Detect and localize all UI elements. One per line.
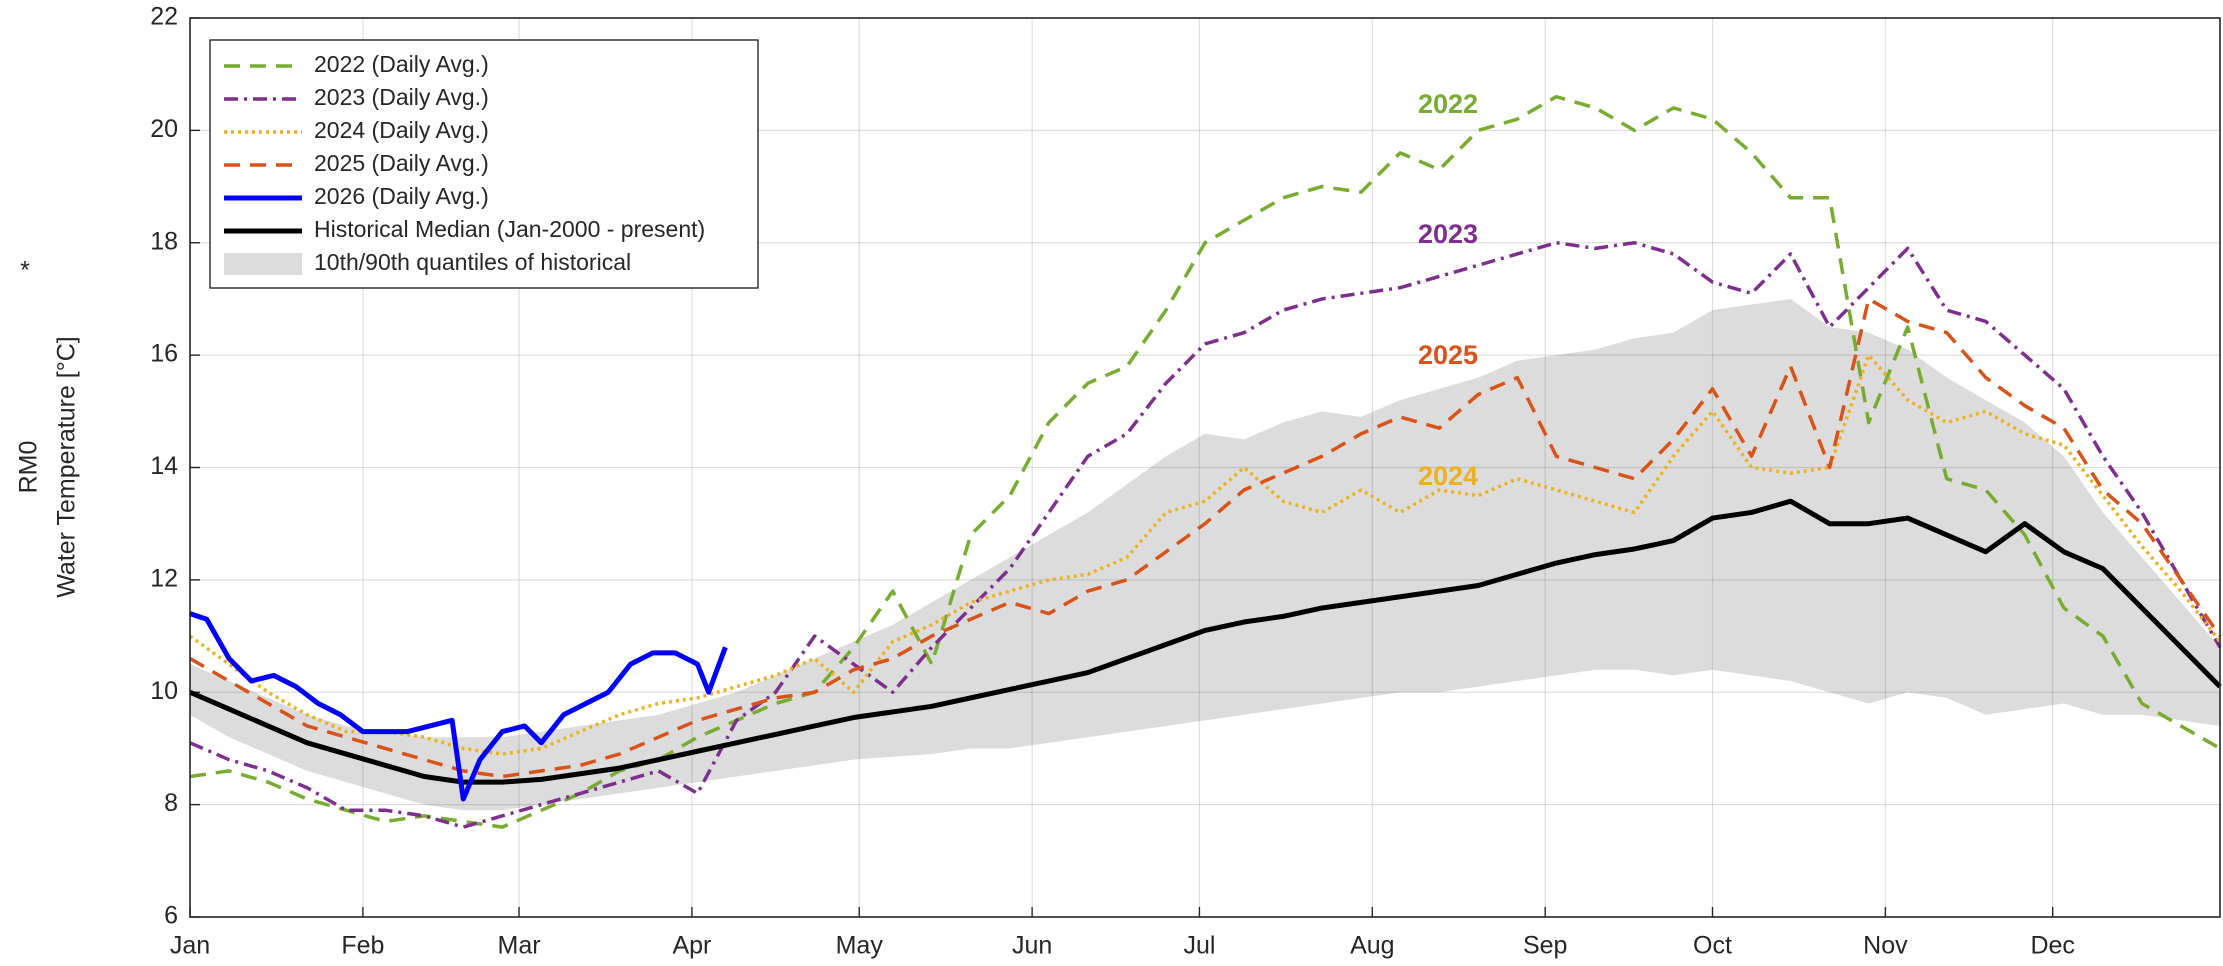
legend-label: 2026 (Daily Avg.) [314,183,489,209]
y-tick-label: 20 [150,115,178,143]
x-tick-label: Jun [1012,932,1052,960]
y-tick-label: 14 [150,452,178,480]
y-tick-label: 10 [150,677,178,705]
series-line [189,94,2221,829]
legend-label: 2025 (Daily Avg.) [314,150,489,176]
x-tick-label: Sep [1523,932,1567,960]
y-tick-label: 12 [150,564,178,592]
legend-label: 10th/90th quantiles of historical [314,249,631,275]
legend-label: 2024 (Daily Avg.) [314,117,489,143]
series-line [189,498,2222,785]
x-tick-label: Oct [1693,932,1732,960]
plot-frame [189,17,2221,918]
series-line [189,241,2222,829]
legend-swatch [224,253,302,275]
quantile-band [190,298,2220,811]
y-tick-label: 18 [150,227,178,255]
x-tick-label: Jan [170,932,210,960]
x-tick-label: Feb [341,932,384,960]
y-label: Water Temperature [°C] [53,336,81,597]
annotation: 2023 [1418,219,1478,249]
series-line [189,611,728,802]
x-tick-label: Mar [498,932,541,960]
legend-label: 2023 (Daily Avg.) [314,84,489,110]
y-label: RM0 [15,441,43,494]
y-label-note: * [20,257,30,285]
legend-box [209,39,759,289]
y-tick-label: 22 [150,3,178,31]
annotation: 2022 [1418,89,1478,119]
legend-label: 2022 (Daily Avg.) [314,51,489,77]
x-tick-label: Aug [1350,932,1394,960]
series-line [189,297,2222,779]
x-tick-label: Nov [1863,932,1908,960]
y-tick-label: 16 [150,340,178,368]
x-tick-label: Jul [1183,932,1215,960]
legend-label: Historical Median (Jan-2000 - present) [314,216,705,242]
x-tick-label: May [836,932,884,960]
x-tick-label: Apr [672,932,711,960]
y-tick-label: 8 [164,789,178,817]
x-tick-label: Dec [2030,932,2074,960]
annotation: 2024 [1418,461,1478,491]
y-tick-label: 6 [164,902,178,930]
annotation: 2025 [1418,340,1478,370]
